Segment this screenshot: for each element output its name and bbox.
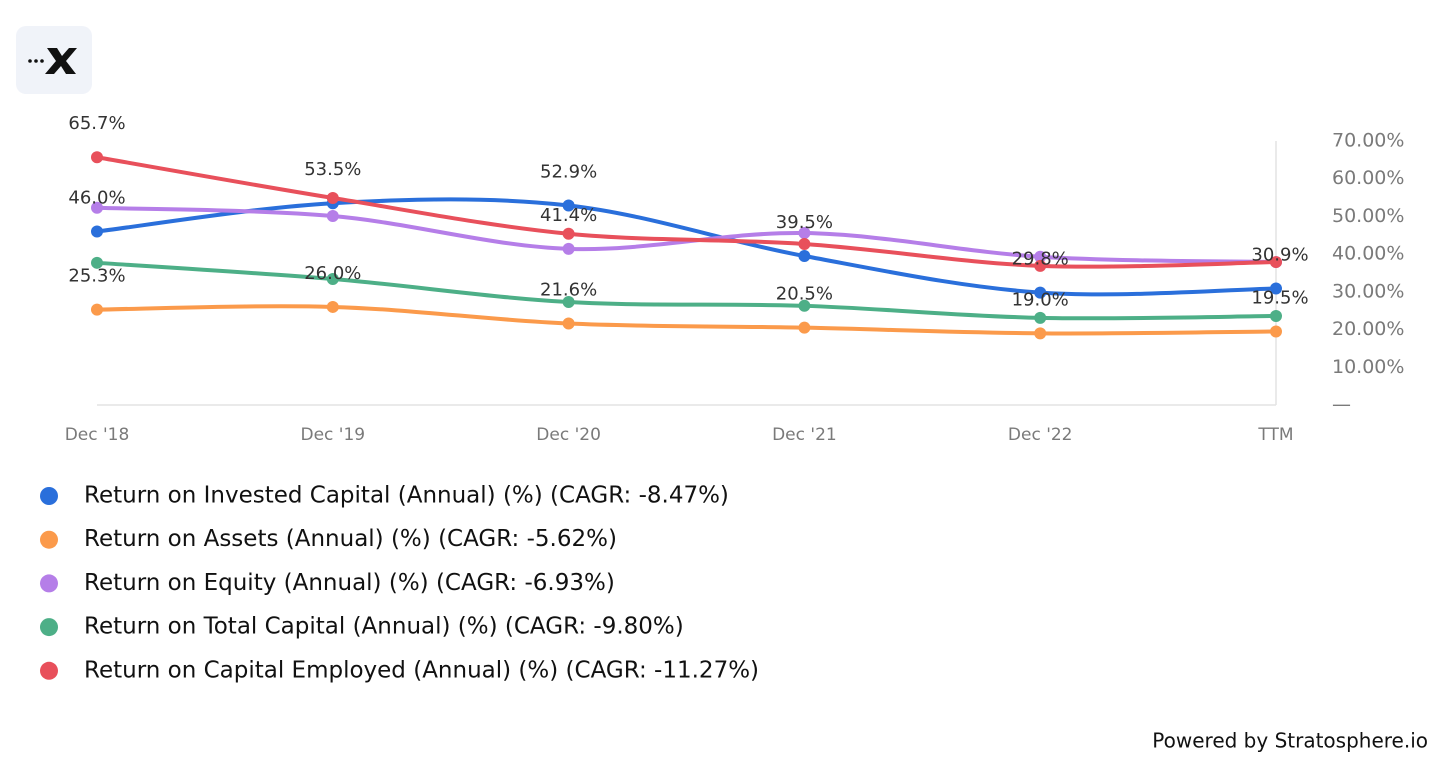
logo-badge — [16, 26, 92, 94]
y-tick-label: 40.00% — [1332, 243, 1404, 265]
data-point — [798, 321, 811, 334]
logo-dot — [40, 59, 44, 63]
data-label: 26.0% — [304, 263, 361, 284]
data-point — [91, 303, 103, 316]
series — [91, 256, 1282, 324]
data-point — [562, 242, 575, 255]
legend-marker — [40, 530, 58, 549]
data-label: 19.5% — [1251, 287, 1308, 308]
data-label: 30.9% — [1251, 244, 1308, 265]
data-label: 53.5% — [304, 159, 361, 180]
data-point — [562, 296, 575, 309]
data-point — [326, 300, 339, 313]
series — [91, 197, 1282, 299]
data-point — [1270, 282, 1282, 295]
data-point — [1034, 311, 1047, 324]
data-point — [1034, 286, 1047, 299]
y-tick-label: 30.00% — [1332, 280, 1404, 302]
x-tick-label: TTM — [1257, 425, 1293, 445]
y-tick-label: 10.00% — [1332, 356, 1404, 378]
x-tick-label: Dec '18 — [65, 425, 130, 445]
logo-dot — [34, 59, 38, 63]
series — [91, 201, 1282, 269]
series-line — [95, 205, 1278, 265]
y-tick-label: — — [1332, 394, 1351, 416]
data-point — [1270, 325, 1282, 338]
x-tick-label: Dec '22 — [1008, 425, 1073, 445]
series-line — [95, 304, 1278, 336]
data-label: 29.8% — [1012, 249, 1069, 270]
logo-dot — [28, 59, 32, 63]
legend-label: Return on Capital Employed (Annual) (%) … — [84, 657, 759, 683]
data-point — [1034, 327, 1047, 340]
data-label: 25.3% — [68, 266, 125, 287]
y-tick-label: 20.00% — [1332, 318, 1404, 340]
data-label: 39.5% — [776, 212, 833, 233]
legend-label: Return on Assets (Annual) (%) (CAGR: -5.… — [84, 526, 617, 552]
y-tick-label: 60.00% — [1332, 167, 1404, 189]
legend-marker — [40, 574, 58, 593]
logo-x — [45, 48, 77, 74]
series-line — [95, 155, 1278, 269]
data-point — [326, 273, 339, 286]
data-point — [91, 201, 103, 214]
footer: Powered by Stratosphere.io — [1152, 729, 1428, 753]
data-label: 19.0% — [1012, 289, 1069, 310]
legend-marker — [40, 618, 58, 637]
legend-label: Return on Equity (Annual) (%) (CAGR: -6.… — [84, 570, 615, 596]
y-tick-label: 50.00% — [1332, 205, 1404, 227]
series — [91, 151, 1282, 272]
series-line — [95, 260, 1278, 321]
data-point — [798, 250, 811, 263]
data-point — [562, 227, 575, 240]
data-point — [798, 227, 811, 240]
value-labels: 46.0% 53.5% 52.9% 39.5% 29.8% 30.9% 25.3% 26.0%… — [68, 113, 1308, 310]
data-label: 20.5% — [776, 284, 833, 305]
data-point — [91, 256, 103, 269]
data-label: 52.9% — [540, 161, 597, 182]
data-point — [326, 191, 339, 204]
legend-label: Return on Total Capital (Annual) (%) (CA… — [84, 614, 684, 640]
legend-label: Return on Invested Capital (Annual) (%) … — [84, 483, 729, 509]
data-label: 41.4% — [540, 205, 597, 226]
data-point — [1270, 256, 1282, 269]
series — [91, 300, 1282, 340]
data-point — [91, 225, 103, 238]
data-point — [562, 199, 575, 212]
legend-marker — [40, 487, 58, 505]
data-label: 46.0% — [68, 188, 125, 209]
data-label: 21.6% — [540, 280, 597, 301]
y-tick-label: 70.00% — [1332, 130, 1404, 152]
x-tick-label: Dec '19 — [300, 425, 365, 445]
logo — [16, 26, 92, 94]
x-tick-label: Dec '21 — [772, 425, 837, 445]
x-tick-label: Dec '20 — [536, 425, 601, 445]
data-point — [326, 210, 339, 223]
legend-marker — [40, 661, 58, 680]
series-line — [95, 197, 1278, 297]
data-label: 65.7% — [68, 113, 125, 134]
data-point — [798, 299, 811, 312]
data-point — [1034, 259, 1047, 272]
data-point — [91, 151, 103, 164]
data-point — [1270, 309, 1282, 322]
data-point — [798, 237, 811, 250]
data-point — [1034, 250, 1047, 263]
data-point — [562, 317, 575, 330]
